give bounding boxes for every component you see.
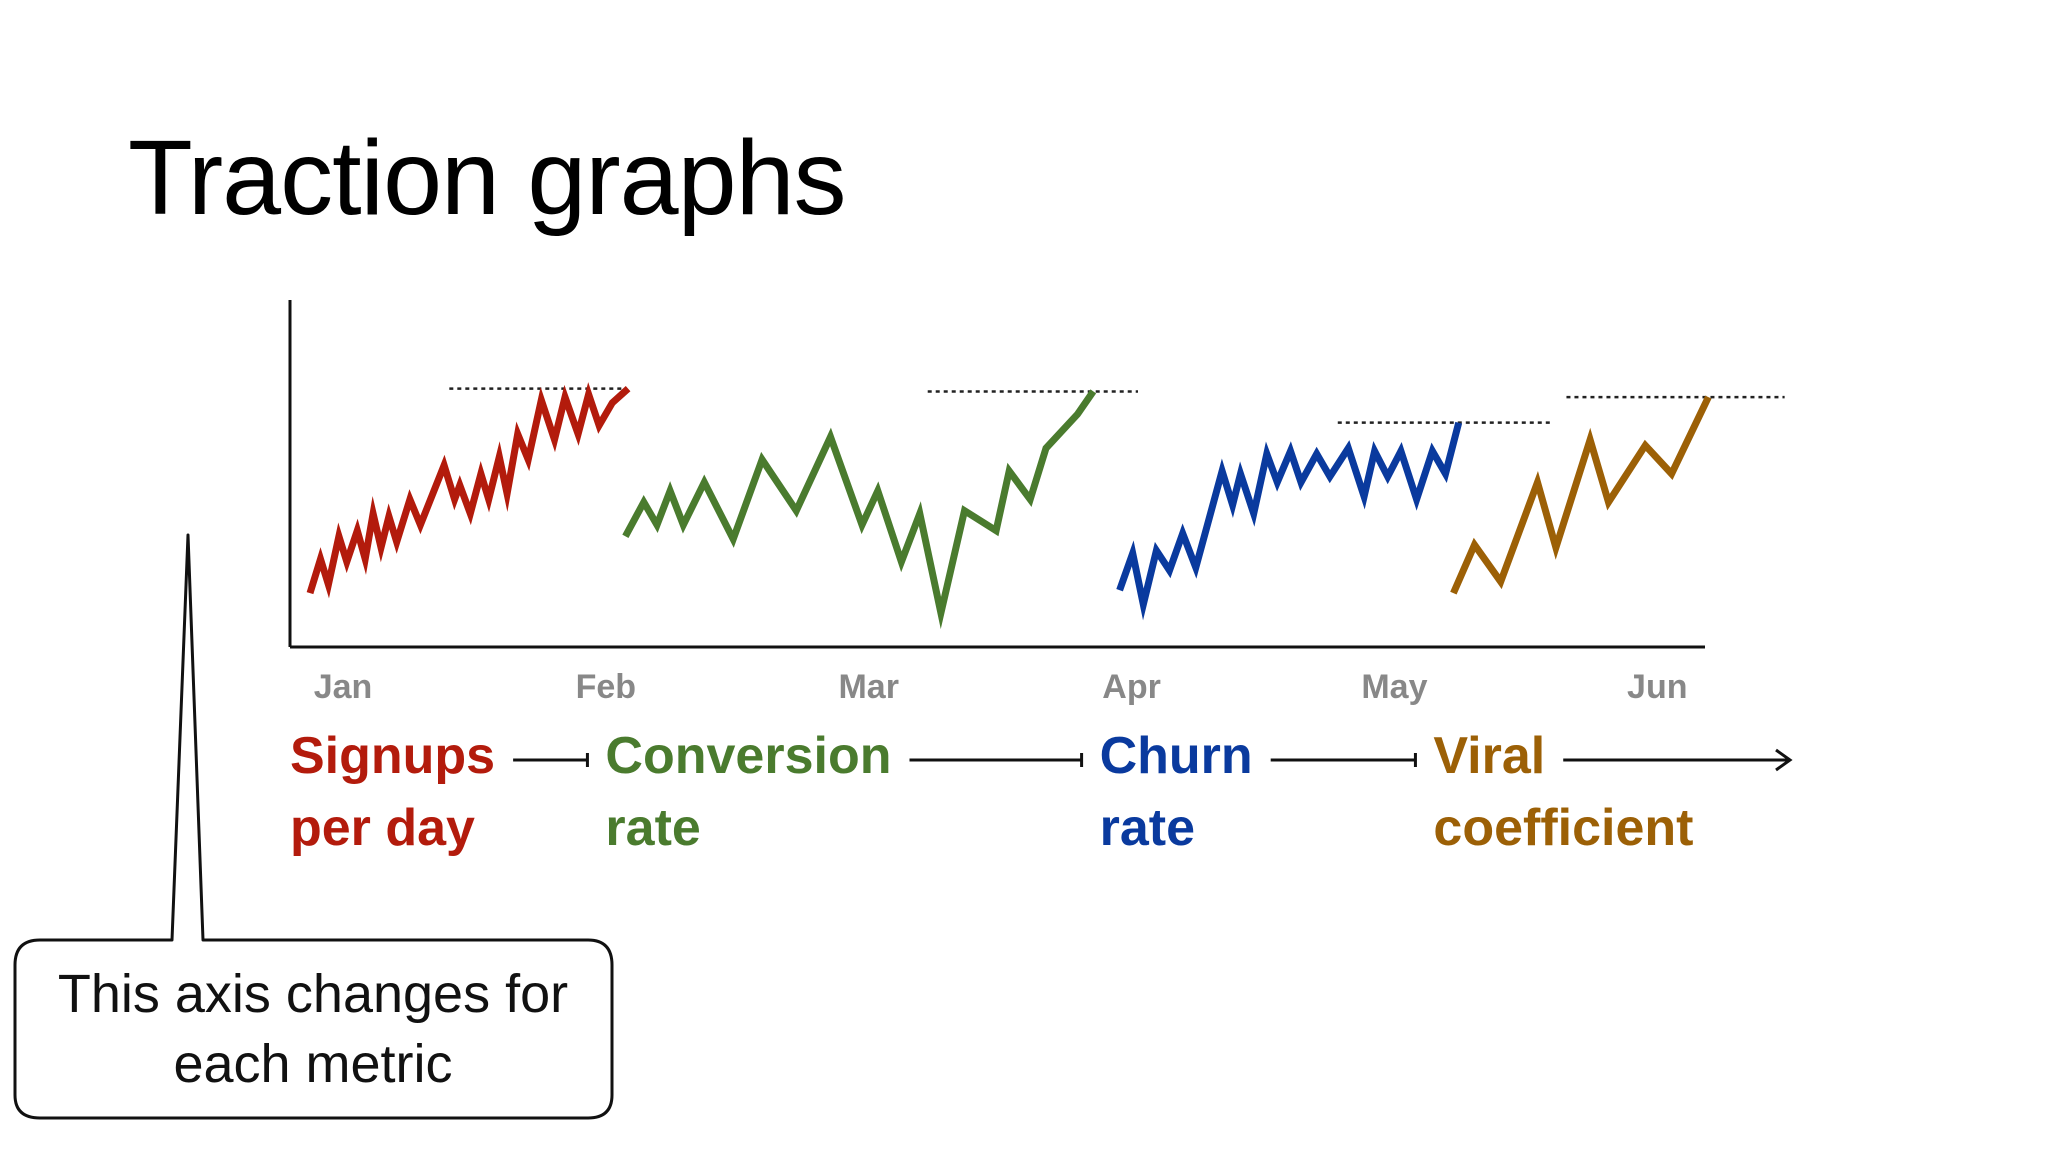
metric-labels: Signups per day Conversion rate Churn rate Vir…	[290, 727, 1693, 857]
x-tick-apr: Apr	[1102, 668, 1161, 706]
callout: This axis changes for each metric	[13, 533, 614, 1120]
target-lines	[449, 387, 1785, 424]
series-line-viral-coefficient	[1450, 395, 1712, 595]
x-tick-feb: Feb	[576, 668, 636, 706]
x-tick-may: May	[1361, 668, 1427, 706]
metric-label-viral-coefficient-line-2: coefficient	[1433, 799, 1693, 857]
metric-arrows	[513, 748, 1793, 772]
series-lines	[306, 382, 1712, 630]
slide-title: Traction graphs	[128, 119, 847, 237]
series-line-churn-rate	[1116, 421, 1463, 621]
metric-label-signups-per-day-line-2: per day	[290, 799, 475, 857]
callout-bubble	[13, 533, 614, 1120]
x-tick-jun: Jun	[1627, 668, 1687, 706]
metric-label-churn-rate-line-2: rate	[1100, 799, 1195, 857]
series-line-conversion-rate	[622, 389, 1097, 630]
final-arrow-head	[1775, 748, 1793, 772]
metric-label-viral-coefficient-line-1: Viral	[1433, 727, 1545, 785]
series-line-signups-per-day	[306, 382, 631, 599]
callout-line-1: This axis changes for	[58, 964, 568, 1024]
callout-line-2: each metric	[173, 1034, 452, 1094]
x-tick-labels: Jan Feb Mar Apr May Jun	[314, 668, 1688, 706]
metric-label-conversion-rate-line-1: Conversion	[605, 727, 891, 785]
metric-label-conversion-rate-line-2: rate	[605, 799, 700, 857]
metric-label-churn-rate-line-1: Churn	[1100, 727, 1253, 785]
x-tick-jan: Jan	[314, 668, 373, 706]
metric-label-signups-per-day-line-1: Signups	[290, 727, 495, 785]
x-tick-mar: Mar	[838, 668, 898, 706]
